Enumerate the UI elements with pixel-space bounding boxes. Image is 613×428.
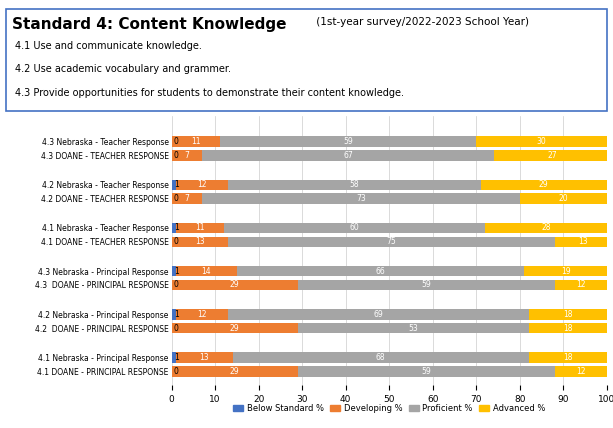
Bar	[298, 323, 528, 333]
Text: 67: 67	[343, 151, 353, 160]
Text: 1: 1	[174, 310, 178, 319]
Text: 29: 29	[230, 367, 240, 376]
Text: 59: 59	[343, 137, 353, 146]
Text: 1: 1	[174, 180, 178, 189]
Text: 13: 13	[199, 353, 209, 362]
Text: 0: 0	[174, 151, 179, 160]
Bar	[172, 280, 298, 290]
Text: 4.2 Use academic vocabulary and grammer.: 4.2 Use academic vocabulary and grammer.	[15, 64, 231, 74]
Text: Standard 4: Content Knowledge: Standard 4: Content Knowledge	[12, 17, 287, 32]
Text: 59: 59	[421, 367, 431, 376]
Text: 18: 18	[563, 310, 573, 319]
Text: 7: 7	[185, 151, 189, 160]
Text: 73: 73	[356, 194, 366, 203]
Text: 29: 29	[539, 180, 549, 189]
Text: 0: 0	[174, 367, 179, 376]
Bar	[520, 193, 607, 204]
Legend: Below Standard %, Developing %, Proficient %, Advanced %: Below Standard %, Developing %, Proficie…	[230, 401, 549, 416]
Bar	[232, 352, 528, 363]
Text: 4.1 Use and communicate knowledge.: 4.1 Use and communicate knowledge.	[15, 41, 202, 51]
Text: (1st-year survey/2022-2023 School Year): (1st-year survey/2022-2023 School Year)	[313, 17, 528, 27]
Bar	[176, 266, 237, 276]
Text: 30: 30	[537, 137, 546, 146]
Bar	[481, 179, 607, 190]
Text: 12: 12	[197, 180, 207, 189]
Bar	[555, 280, 607, 290]
Bar	[176, 223, 224, 233]
Bar	[172, 366, 298, 377]
Bar	[172, 323, 298, 333]
Bar	[224, 223, 485, 233]
Text: 75: 75	[387, 237, 397, 246]
Text: 12: 12	[197, 310, 207, 319]
Text: 1: 1	[174, 267, 178, 276]
Bar	[555, 366, 607, 377]
Bar	[219, 136, 476, 147]
Bar	[176, 309, 228, 320]
Bar	[524, 266, 607, 276]
Bar	[528, 309, 607, 320]
Bar	[176, 179, 228, 190]
Bar	[228, 179, 481, 190]
Bar	[485, 223, 607, 233]
Text: 7: 7	[185, 194, 189, 203]
Text: 20: 20	[558, 194, 568, 203]
Bar	[172, 193, 202, 204]
Bar	[172, 352, 176, 363]
Text: 58: 58	[349, 180, 359, 189]
Text: 28: 28	[541, 223, 550, 232]
Bar	[172, 150, 202, 160]
Bar	[493, 150, 611, 160]
Text: 27: 27	[547, 151, 557, 160]
Text: 18: 18	[563, 353, 573, 362]
Bar	[172, 237, 228, 247]
Bar	[528, 323, 607, 333]
Bar	[172, 136, 219, 147]
Text: 19: 19	[561, 267, 570, 276]
Text: 69: 69	[373, 310, 383, 319]
Bar	[528, 352, 607, 363]
Text: 1: 1	[174, 353, 178, 362]
Text: 29: 29	[230, 324, 240, 333]
Bar	[202, 150, 493, 160]
Text: 53: 53	[408, 324, 418, 333]
Text: 60: 60	[349, 223, 359, 232]
Bar	[172, 223, 176, 233]
Bar	[172, 179, 176, 190]
Text: 0: 0	[174, 324, 179, 333]
Text: 13: 13	[195, 237, 205, 246]
Bar	[237, 266, 524, 276]
Bar	[228, 309, 528, 320]
Text: 0: 0	[174, 280, 179, 289]
Bar	[298, 280, 555, 290]
Text: 11: 11	[195, 223, 205, 232]
Bar	[176, 352, 232, 363]
Text: 14: 14	[202, 267, 211, 276]
Text: 4.3 Provide opportunities for students to demonstrate their content knowledge.: 4.3 Provide opportunities for students t…	[15, 88, 405, 98]
Bar	[228, 237, 555, 247]
Bar	[172, 266, 176, 276]
Bar	[476, 136, 607, 147]
Text: 13: 13	[578, 237, 588, 246]
Text: 11: 11	[191, 137, 200, 146]
Bar	[298, 366, 555, 377]
Text: 18: 18	[563, 324, 573, 333]
Text: 12: 12	[576, 280, 585, 289]
Text: 0: 0	[174, 237, 179, 246]
Bar	[202, 193, 520, 204]
Text: 12: 12	[576, 367, 585, 376]
Text: 66: 66	[376, 267, 386, 276]
Text: 0: 0	[174, 137, 179, 146]
Bar	[555, 237, 611, 247]
Text: 59: 59	[421, 280, 431, 289]
Text: 29: 29	[230, 280, 240, 289]
Bar	[172, 309, 176, 320]
Text: 0: 0	[174, 194, 179, 203]
Text: 68: 68	[376, 353, 386, 362]
Text: 1: 1	[174, 223, 178, 232]
